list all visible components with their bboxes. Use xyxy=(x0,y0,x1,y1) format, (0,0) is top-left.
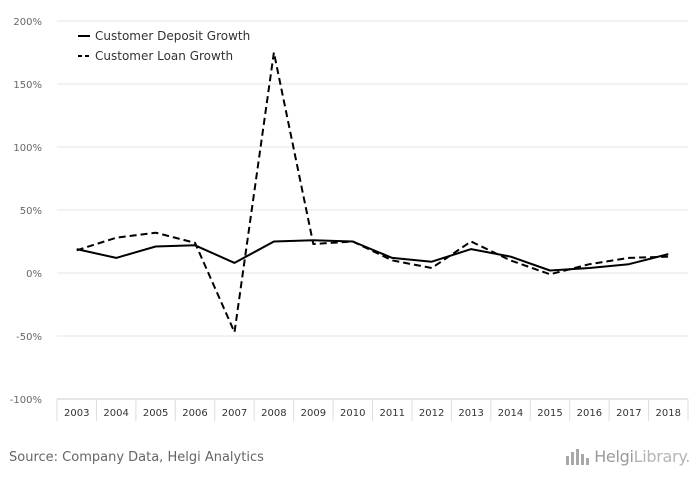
legend: Customer Deposit Growth Customer Loan Gr… xyxy=(78,29,250,63)
y-tick-label: 200% xyxy=(13,17,42,28)
series-line-loan xyxy=(76,51,669,334)
x-tick-label: 2004 xyxy=(103,408,128,419)
x-tick-label: 2003 xyxy=(64,408,89,419)
y-tick-label: 150% xyxy=(13,80,42,91)
x-tick-label: 2008 xyxy=(261,408,286,419)
x-tick-label: 2006 xyxy=(182,408,207,419)
brand-icon xyxy=(566,448,590,465)
x-tick-label: 2013 xyxy=(458,408,483,419)
source-note: Source: Company Data, Helgi Analytics xyxy=(9,450,264,465)
x-tick-label: 2015 xyxy=(537,408,562,419)
x-tick-label: 2009 xyxy=(301,408,326,419)
brand-logo: HelgiLibrary. xyxy=(565,447,690,466)
legend-label-loan: Customer Loan Growth xyxy=(95,49,233,63)
x-axis: 2003 2004 2005 2006 2007 2008 2009 2010 2011 2012… xyxy=(56,398,689,421)
x-tick-label: 2011 xyxy=(379,408,404,419)
y-tick-label: -100% xyxy=(10,395,42,406)
x-tick-label: 2017 xyxy=(616,408,641,419)
y-tick-label: 0% xyxy=(26,269,42,280)
grid-lines xyxy=(57,20,688,400)
x-tick-label: 2014 xyxy=(498,408,523,419)
y-tick-label: 100% xyxy=(13,143,42,154)
x-tick-label: 2012 xyxy=(419,408,444,419)
y-tick-label: 50% xyxy=(20,206,42,217)
x-tick-label: 2016 xyxy=(577,408,602,419)
y-tick-label: -50% xyxy=(16,332,42,343)
legend-item-loan[interactable]: Customer Loan Growth xyxy=(78,49,233,63)
legend-label-deposit: Customer Deposit Growth xyxy=(95,29,250,43)
series-lines xyxy=(76,51,669,334)
x-tick-label: 2005 xyxy=(143,408,168,419)
x-tick-label: 2018 xyxy=(656,408,681,419)
x-tick-label: 2010 xyxy=(340,408,365,419)
y-axis-ticks: 200% 150% 100% 50% 0% -50% -100% xyxy=(10,17,42,406)
brand-name: HelgiLibrary. xyxy=(594,447,690,466)
x-tick-label: 2007 xyxy=(222,408,247,419)
legend-item-deposit[interactable]: Customer Deposit Growth xyxy=(78,29,250,43)
